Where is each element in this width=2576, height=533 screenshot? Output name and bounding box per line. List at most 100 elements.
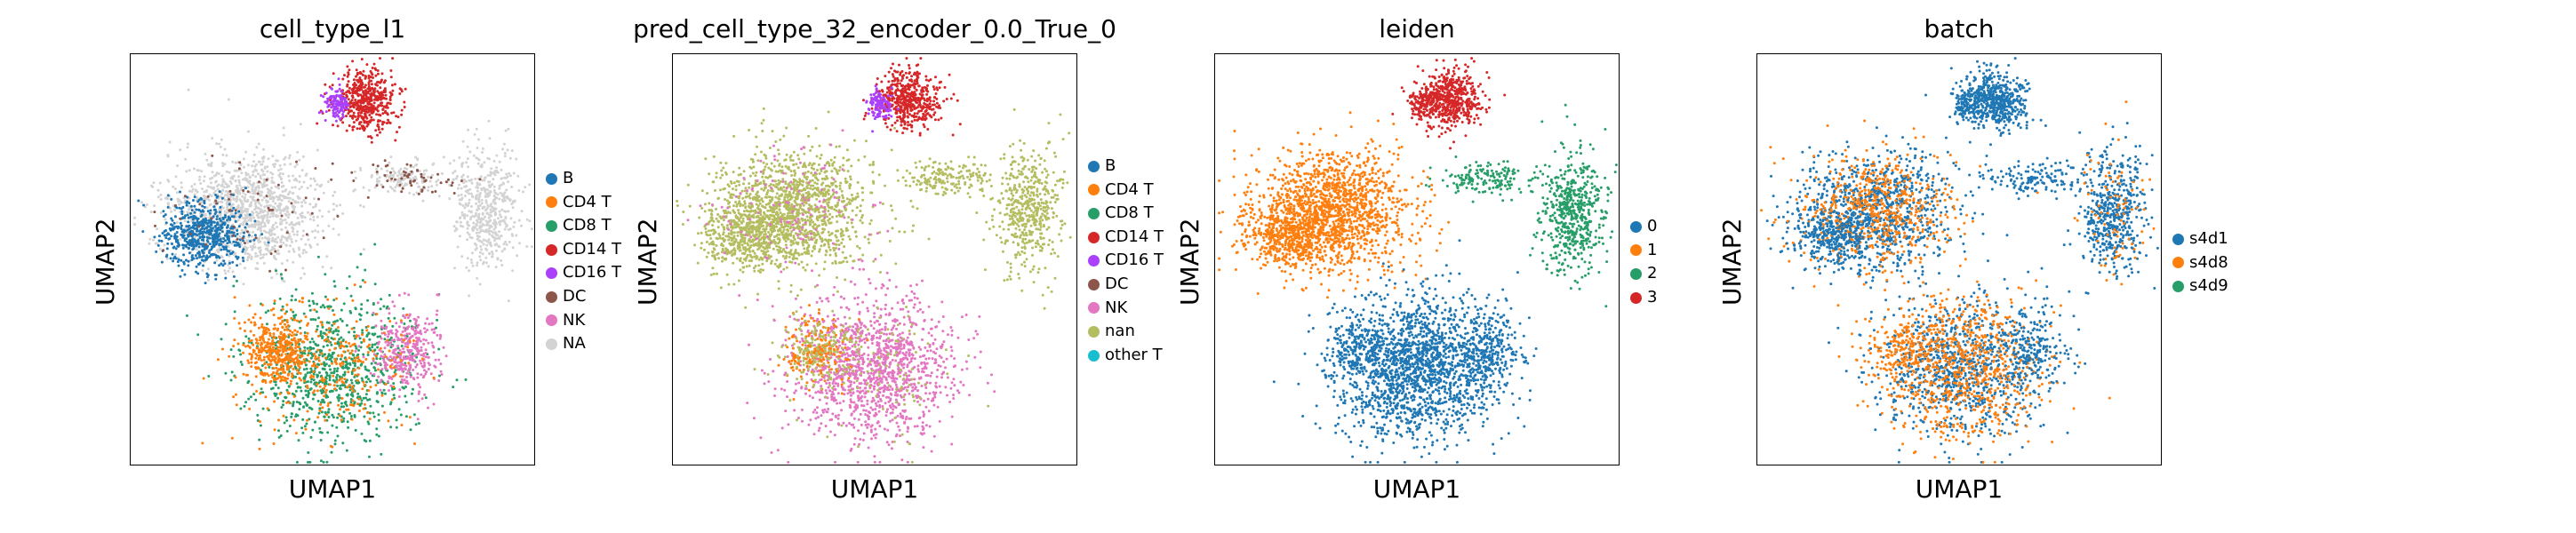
scatter-point: [215, 222, 219, 226]
scatter-point: [370, 79, 373, 83]
scatter-point: [423, 393, 427, 396]
scatter-point: [255, 389, 259, 393]
scatter-point: [272, 442, 276, 445]
scatter-point: [278, 171, 282, 175]
scatter-point: [356, 402, 359, 406]
scatter-point: [390, 167, 394, 171]
scatter-point: [420, 362, 423, 365]
scatter-point: [358, 77, 362, 81]
scatter-point: [163, 234, 166, 237]
scatter-point: [306, 346, 309, 350]
scatter-point: [417, 192, 420, 195]
scatter-point: [283, 280, 286, 283]
scatter-point: [444, 354, 448, 358]
scatter-point: [412, 193, 415, 196]
scatter-point: [235, 393, 237, 396]
scatter-point: [239, 214, 243, 217]
scatter-point: [311, 318, 315, 321]
scatter-point: [260, 346, 264, 350]
scatter-point: [402, 347, 405, 351]
scatter-point: [272, 371, 276, 375]
scatter-point: [250, 365, 253, 369]
scatter-point: [279, 238, 283, 242]
scatter-point: [164, 218, 167, 221]
scatter-point: [242, 248, 245, 251]
scatter-point: [355, 346, 358, 350]
scatter-point: [382, 331, 386, 335]
scatter-point: [267, 363, 270, 366]
scatter-point: [503, 227, 507, 231]
scatter-point: [364, 380, 368, 384]
scatter-point: [348, 403, 352, 407]
scatter-point: [372, 311, 375, 314]
scatter-point: [396, 181, 399, 185]
scatter-point: [310, 353, 314, 356]
scatter-point: [417, 351, 420, 354]
scatter-point: [260, 342, 264, 346]
scatter-point: [187, 247, 190, 251]
scatter-point: [394, 348, 397, 352]
scatter-point: [392, 382, 396, 386]
scatter-point: [235, 279, 238, 282]
scatter-point: [333, 190, 337, 194]
scatter-point: [390, 84, 394, 87]
scatter-point: [503, 176, 507, 179]
scatter-point: [303, 346, 307, 349]
scatter-point: [365, 63, 369, 67]
scatter-point: [282, 370, 285, 374]
scatter-point: [184, 214, 187, 218]
scatter-point: [188, 251, 191, 255]
scatter-point: [240, 210, 244, 213]
scatter-point: [386, 380, 389, 383]
scatter-point: [206, 163, 210, 166]
scatter-point: [220, 162, 224, 165]
scatter-point: [487, 192, 491, 195]
scatter-point: [220, 219, 222, 223]
scatter-point: [323, 338, 326, 342]
scatter-point: [362, 361, 364, 364]
scatter-point: [170, 223, 172, 227]
scatter-point: [344, 402, 348, 405]
scatter-point: [170, 217, 173, 220]
scatter-point: [294, 375, 298, 378]
scatter-point: [388, 95, 392, 99]
scatter-point: [263, 222, 267, 225]
scatter-point: [281, 172, 284, 176]
scatter-point: [420, 175, 423, 179]
scatter-point: [170, 235, 173, 238]
scatter-point: [141, 230, 145, 234]
scatter-point: [364, 357, 368, 361]
scatter-point: [354, 170, 356, 173]
scatter-point: [257, 367, 260, 370]
scatter-point: [300, 426, 304, 430]
scatter-point: [350, 99, 354, 102]
scatter-point: [198, 179, 201, 181]
scatter-point: [400, 378, 404, 381]
scatter-point: [207, 375, 211, 378]
scatter-point: [162, 210, 165, 213]
scatter-point: [304, 315, 308, 319]
scatter-point: [330, 371, 333, 375]
scatter-point: [515, 157, 518, 161]
scatter-point: [348, 330, 351, 334]
scatter-point: [320, 392, 324, 394]
scatter-point: [230, 225, 234, 228]
scatter-point: [179, 274, 182, 278]
scatter-point: [248, 304, 252, 307]
scatter-point: [503, 210, 506, 213]
scatter-point: [486, 224, 490, 227]
scatter-point: [254, 186, 258, 189]
scatter-point: [228, 261, 231, 265]
scatter-point: [303, 361, 307, 364]
scatter-point: [203, 190, 206, 194]
scatter-point: [388, 122, 392, 124]
scatter-point: [366, 324, 370, 328]
scatter-point: [202, 210, 205, 213]
scatter-point: [224, 322, 228, 326]
scatter-point: [360, 362, 364, 366]
scatter-point: [416, 376, 420, 379]
scatter-point: [324, 328, 328, 331]
scatter-point: [195, 227, 198, 230]
scatter-point: [316, 148, 319, 152]
scatter-point: [267, 338, 270, 341]
